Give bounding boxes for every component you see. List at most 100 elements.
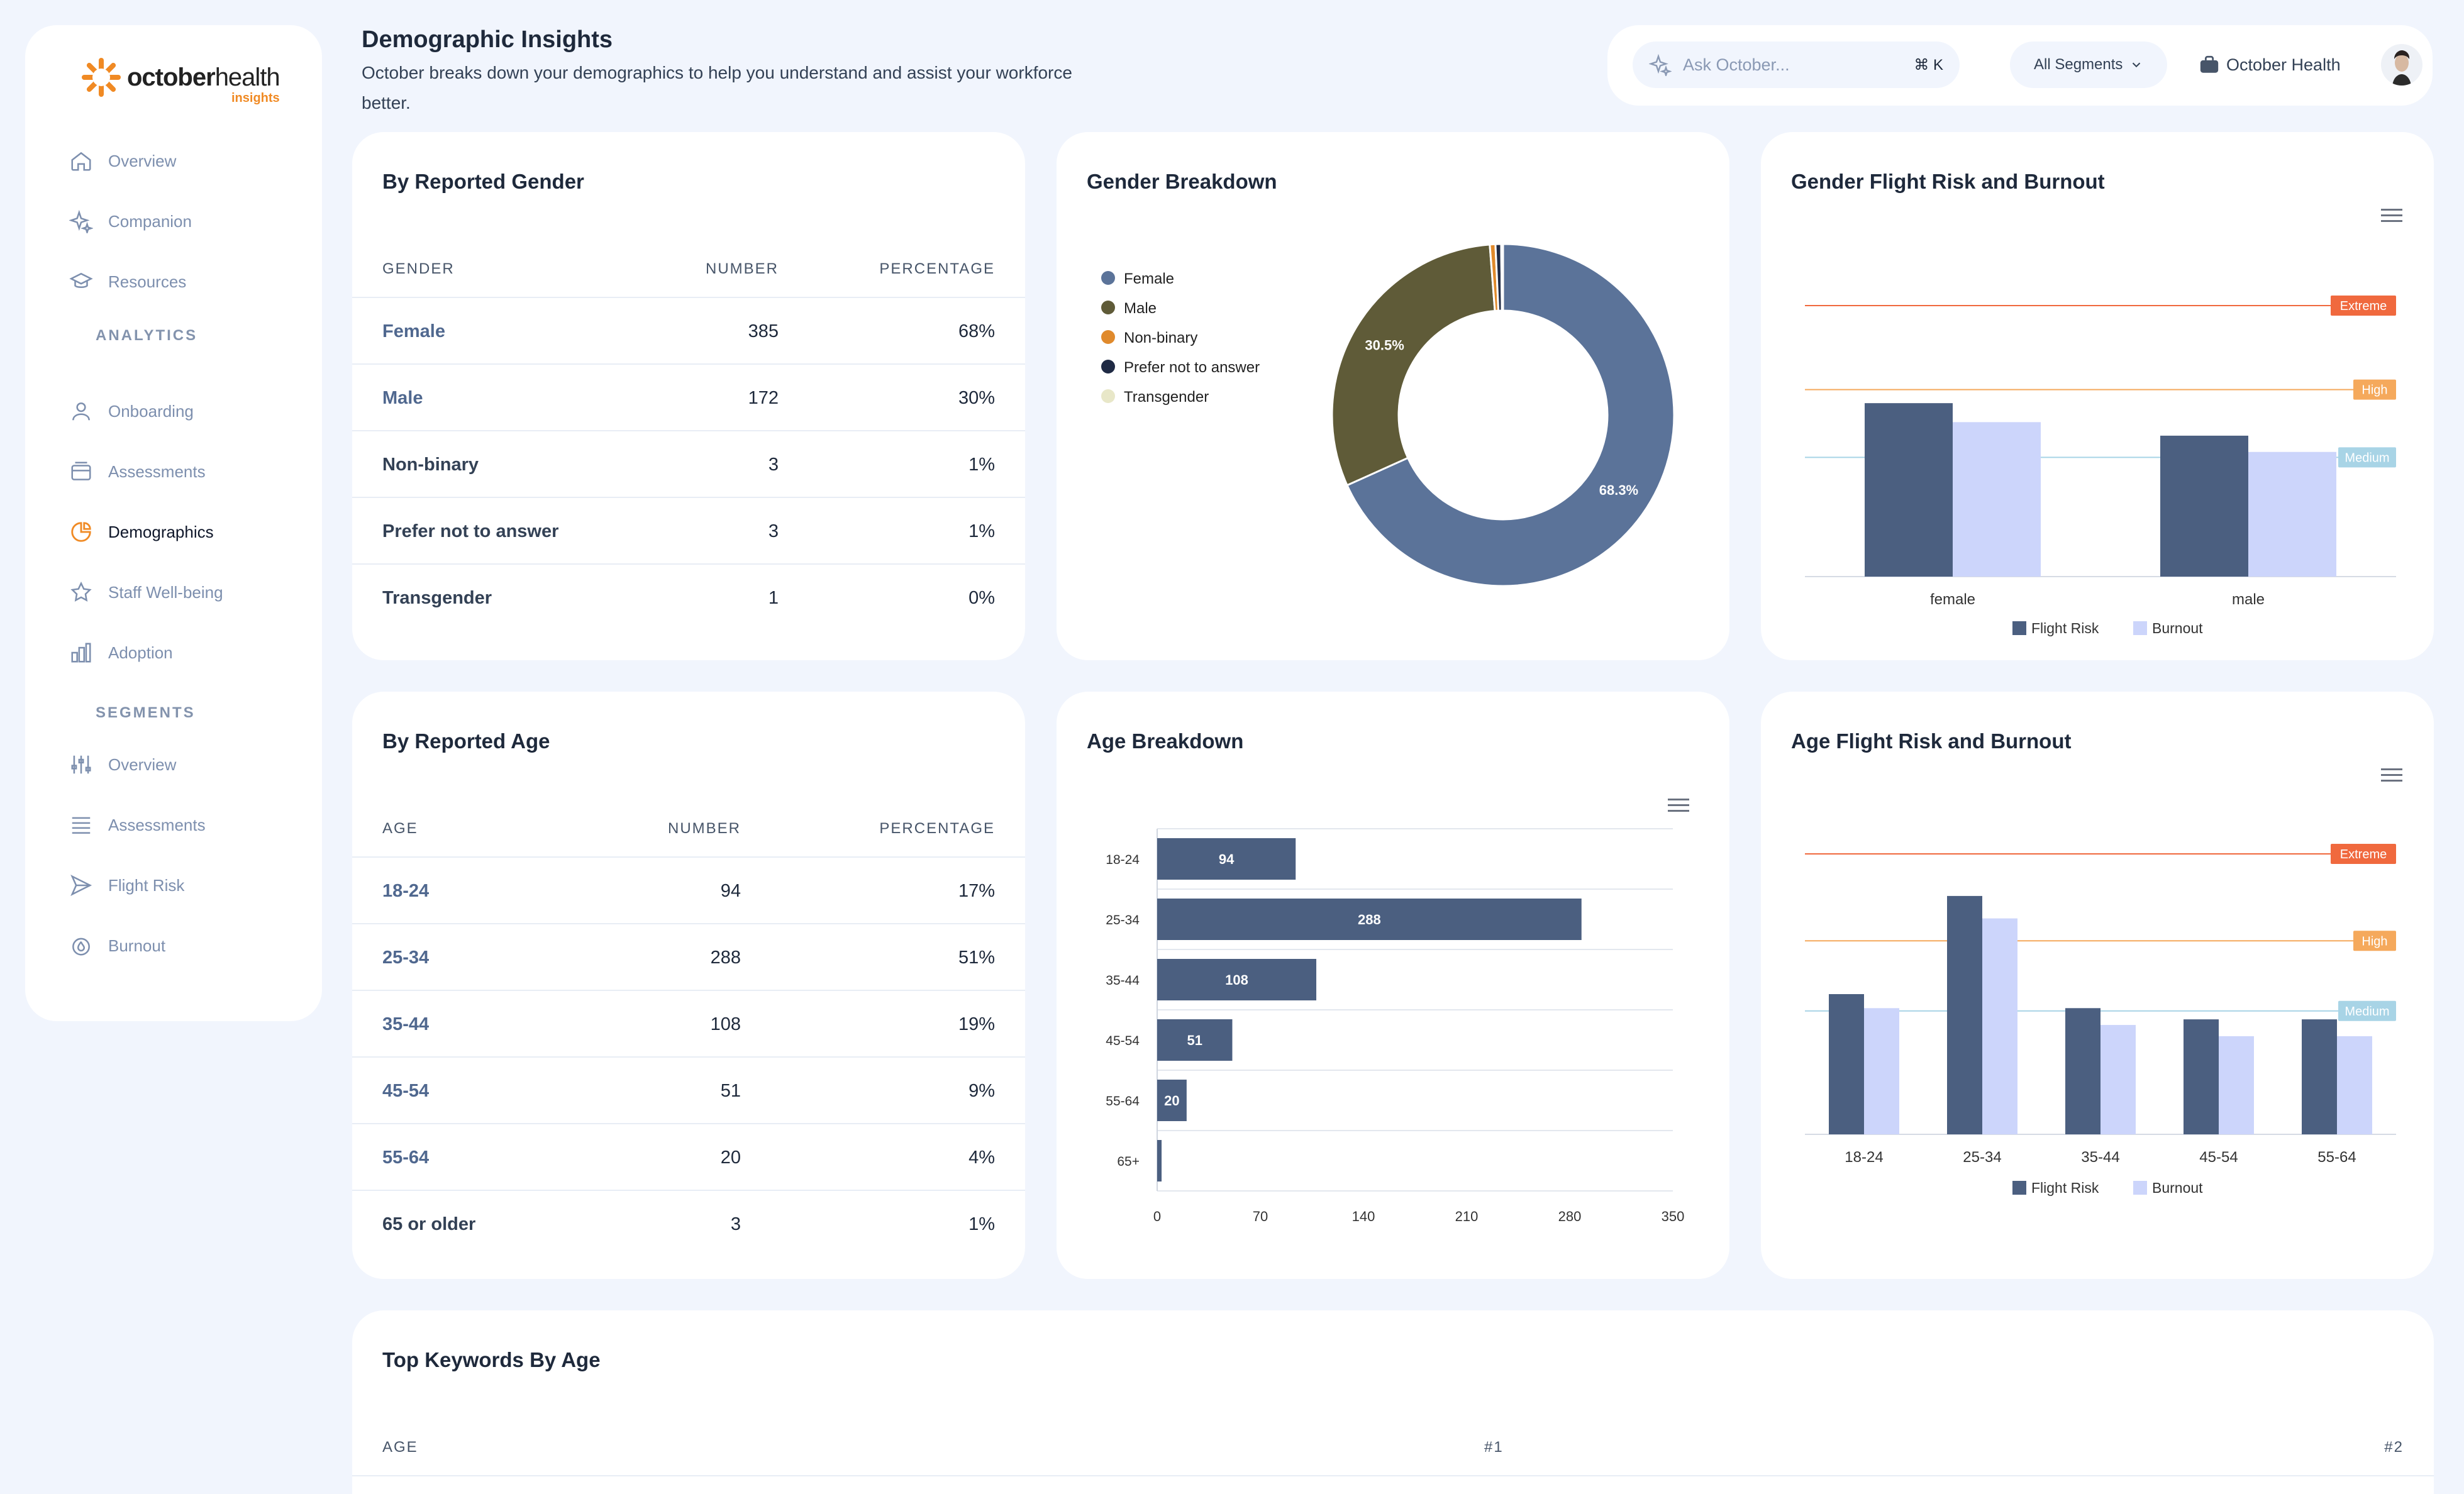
chart-menu-icon[interactable] xyxy=(2381,768,2402,783)
logo[interactable]: octoberhealth insights xyxy=(82,58,280,105)
sidebar-item-overview[interactable]: Overview xyxy=(69,142,176,180)
row-label: Prefer not to answer xyxy=(382,521,559,541)
bar-flight-risk xyxy=(2065,1008,2101,1134)
table-row[interactable]: 18-24 94 17% xyxy=(352,856,1025,923)
inbox-icon xyxy=(71,462,91,480)
ask-placeholder: Ask October... xyxy=(1683,55,1790,74)
row-percentage: 51% xyxy=(958,948,995,968)
x-tick-label: 35-44 xyxy=(2081,1149,2119,1166)
row-number: 288 xyxy=(710,948,741,968)
column-header: AGE xyxy=(382,1439,418,1456)
threshold-label: Medium xyxy=(2345,1005,2389,1019)
legend-label: Burnout xyxy=(2152,620,2203,636)
row-label[interactable]: 55-64 xyxy=(382,1148,430,1168)
row-percentage: 17% xyxy=(958,881,995,901)
sidebar-item-assessments[interactable]: Assessments xyxy=(69,453,206,490)
age-table-card: By Reported Age AGE NUMBER PERCENTAGE 18… xyxy=(352,692,1025,1279)
row-label[interactable]: 18-24 xyxy=(382,881,430,901)
row-percentage: 0% xyxy=(968,588,995,608)
sparkles-icon xyxy=(1649,53,1672,76)
table-divider xyxy=(352,1475,2434,1476)
bar-burnout xyxy=(1953,422,2041,577)
sidebar-item-label: Resources xyxy=(108,272,187,291)
card-title: By Reported Age xyxy=(382,729,550,753)
sidebar-item-segments-overview[interactable]: Overview xyxy=(69,746,176,783)
row-number: 94 xyxy=(720,881,741,901)
briefcase-icon xyxy=(2200,55,2219,73)
row-label[interactable]: 25-34 xyxy=(382,948,430,968)
avatar[interactable] xyxy=(2381,44,2422,86)
bar-label: 20 xyxy=(1164,1093,1179,1109)
row-number: 3 xyxy=(768,521,779,541)
threshold-label: High xyxy=(2361,384,2387,397)
bar-burnout xyxy=(2219,1036,2254,1134)
threshold-label: High xyxy=(2361,934,2387,948)
table-row[interactable]: Prefer not to answer 3 1% xyxy=(352,497,1025,563)
segments-dropdown[interactable]: All Segments xyxy=(2010,42,2167,88)
row-label[interactable]: 45-54 xyxy=(382,1081,430,1101)
table-row[interactable]: Transgender 1 0% xyxy=(352,563,1025,630)
section-segments: SEGMENTS xyxy=(96,704,196,721)
sidebar-item-segments-assessments[interactable]: Assessments xyxy=(69,806,206,844)
sidebar-item-adoption[interactable]: Adoption xyxy=(69,634,173,672)
table-row[interactable]: 25-34 288 51% xyxy=(352,923,1025,990)
keywords-card: Top Keywords By Age AGE #1 #2 xyxy=(352,1310,2434,1494)
sidebar-item-companion[interactable]: Companion xyxy=(69,202,192,240)
row-label[interactable]: Male xyxy=(382,388,423,408)
x-tick-label: 70 xyxy=(1253,1209,1268,1224)
table-row[interactable]: 55-64 20 4% xyxy=(352,1123,1025,1190)
threshold-label: Medium xyxy=(2345,451,2389,465)
table-row[interactable]: Non-binary 3 1% xyxy=(352,430,1025,497)
column-header: PERCENTAGE xyxy=(879,820,995,837)
legend-swatch xyxy=(2012,1181,2026,1195)
x-tick-label: 350 xyxy=(1662,1209,1685,1224)
card-title: Age Breakdown xyxy=(1087,729,1244,753)
sidebar-item-onboarding[interactable]: Onboarding xyxy=(69,392,194,430)
sidebar-item-demographics[interactable]: Demographics xyxy=(69,513,214,551)
row-number: 108 xyxy=(710,1014,741,1034)
gender-risk-chart: Extreme High Medium female male Flight Risk Bu… xyxy=(1805,296,2396,636)
row-label: Non-binary xyxy=(382,455,479,475)
row-percentage: 4% xyxy=(968,1148,995,1168)
sidebar-item-staff-wellbeing[interactable]: Staff Well-being xyxy=(69,573,223,611)
threshold-badge xyxy=(2338,447,2396,468)
row-label[interactable]: Female xyxy=(382,321,445,341)
sidebar-item-flight-risk[interactable]: Flight Risk xyxy=(69,866,184,904)
x-tick-label: 140 xyxy=(1352,1209,1375,1224)
row-label[interactable]: 35-44 xyxy=(382,1014,430,1034)
legend-swatch xyxy=(1101,330,1115,344)
sidebar-item-burnout[interactable]: Burnout xyxy=(69,927,165,965)
table-row[interactable]: Male 172 30% xyxy=(352,363,1025,430)
x-tick-label: 18-24 xyxy=(1845,1149,1883,1166)
logo-sun-icon xyxy=(82,58,121,97)
row-label: Transgender xyxy=(382,588,492,608)
legend-swatch xyxy=(1101,389,1115,403)
bar-flight-risk xyxy=(2160,435,2248,577)
table-row[interactable]: 65 or older 3 1% xyxy=(352,1190,1025,1256)
bar-chart-icon xyxy=(71,643,91,663)
brand-light: health xyxy=(214,63,280,91)
table-row[interactable]: Female 385 68% xyxy=(352,297,1025,363)
chart-menu-icon[interactable] xyxy=(1668,799,1689,814)
y-tick-label: 55-64 xyxy=(1106,1094,1140,1109)
legend-label: Transgender xyxy=(1124,389,1209,406)
table-row[interactable]: 45-54 51 9% xyxy=(352,1056,1025,1123)
ask-october-search[interactable]: Ask October... ⌘ K xyxy=(1633,42,1960,88)
sidebar-item-resources[interactable]: Resources xyxy=(69,263,186,301)
donut-slice xyxy=(1500,243,1504,312)
bar-label: 94 xyxy=(1219,851,1235,867)
org-switcher[interactable]: October Health xyxy=(2199,42,2341,88)
threshold-badge xyxy=(2353,379,2396,400)
legend-label: Burnout xyxy=(2152,1180,2203,1196)
table-row[interactable]: 35-44 108 19% xyxy=(352,990,1025,1056)
chart-menu-icon[interactable] xyxy=(2381,209,2402,224)
graduation-cap-icon xyxy=(69,272,93,288)
slice-label: 68.3% xyxy=(1599,482,1638,498)
column-header: NUMBER xyxy=(667,820,741,837)
row-percentage: 9% xyxy=(968,1081,995,1101)
threshold-label: Extreme xyxy=(2340,299,2387,313)
org-name: October Health xyxy=(2226,55,2341,74)
column-header: #1 xyxy=(1484,1439,1504,1456)
bar-burnout xyxy=(1864,1008,1899,1134)
bar-flight-risk xyxy=(1865,403,1953,577)
